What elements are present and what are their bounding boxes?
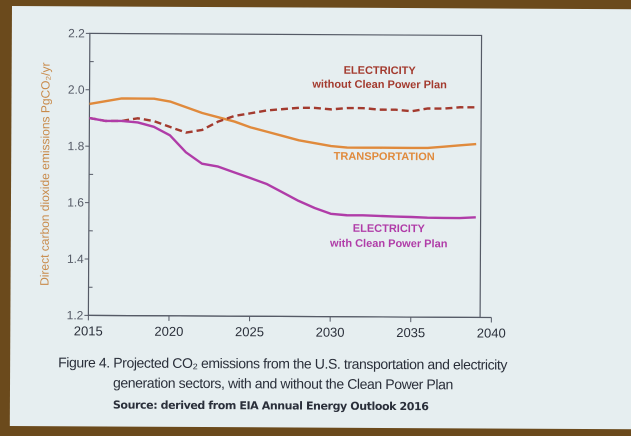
y-tick-label: 1.4 (67, 252, 84, 266)
x-tick-label: 2025 (235, 324, 264, 339)
y-axis-label: Direct carbon dioxide emissions PgCO₂/yr (38, 62, 53, 285)
series-label-0: TRANSPORTATION (334, 151, 435, 164)
y-tick-label: 1.2 (67, 308, 84, 322)
series-line-1 (89, 106, 477, 134)
x-tick-label: 2030 (316, 325, 345, 340)
series-label-2: with Clean Power Plan (329, 238, 448, 251)
series-label-1: without Clean Power Plan (311, 79, 447, 92)
x-axis (88, 314, 492, 319)
figure-caption-line-2: generation sectors, with and without the… (112, 374, 453, 393)
series-label-2: ELECTRICITY (353, 223, 426, 235)
figure-source: Source: derived from EIA Annual Energy O… (112, 398, 429, 414)
x-tick-label: 2040 (477, 325, 506, 340)
y-tick-label: 1.8 (68, 139, 85, 153)
y-tick-label: 1.6 (67, 195, 84, 209)
x-tick-label: 2015 (74, 323, 103, 338)
y-tick-label: 2.0 (68, 83, 85, 97)
figure-caption-line-1: Figure 4. Projected CO₂ emissions from t… (58, 354, 508, 373)
emissions-chart: 1.2 1.4 1.6 1.8 2.0 2.2 2015 2020 2025 2030 2035 20… (38, 26, 506, 340)
slide: 1.2 1.4 1.6 1.8 2.0 2.2 2015 2020 2025 2030 2035 20… (9, 6, 631, 430)
x-tick-label: 2020 (154, 324, 183, 339)
series-line-0 (89, 97, 477, 150)
series-label-1: ELECTRICITY (344, 65, 417, 77)
x-tick-label: 2035 (396, 325, 425, 340)
y-tick-label: 2.2 (68, 26, 85, 40)
plot-frame (87, 32, 483, 319)
series-line-2 (89, 116, 476, 220)
